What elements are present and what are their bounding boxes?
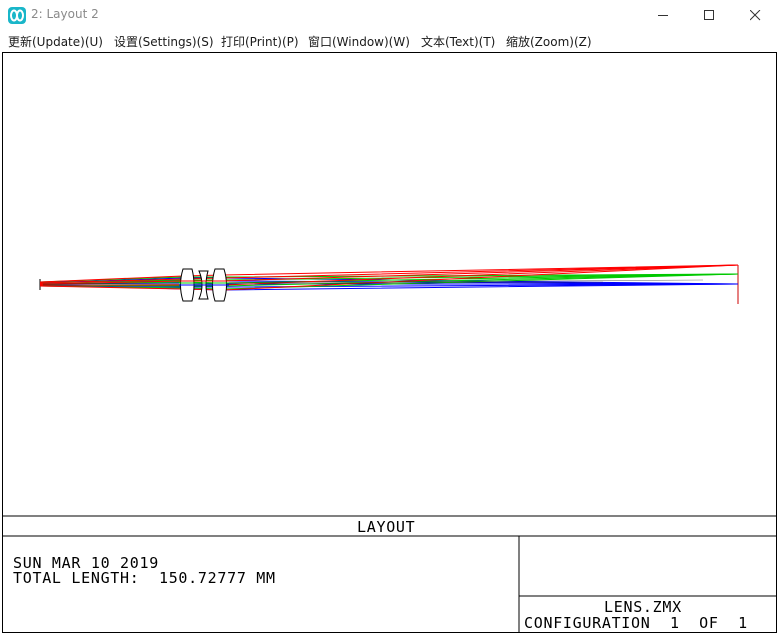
total-length-label: TOTAL LENGTH: (13, 569, 140, 587)
close-button[interactable] (733, 0, 779, 30)
file-name: LENS.ZMX (604, 598, 682, 616)
menu-zoom[interactable]: 缩放(Zoom)(Z) (506, 35, 592, 49)
total-length-value: 150.72777 (158, 569, 247, 587)
close-icon (750, 10, 761, 21)
menu-settings[interactable]: 设置(Settings)(S) (114, 35, 214, 49)
maximize-button[interactable] (687, 0, 733, 30)
total-length-row: TOTAL LENGTH: 150.72777 MM (13, 570, 276, 586)
menu-update[interactable]: 更新(Update)(U) (8, 35, 103, 49)
plot-date: SUN MAR 10 2019 (13, 554, 159, 572)
zemax-icon (8, 7, 26, 24)
menu-text[interactable]: 文本(Text)(T) (421, 35, 496, 49)
plot-window: LAYOUT SUN MAR 10 2019 TOTAL LENGTH: 150… (2, 52, 777, 633)
configuration-label: CONFIGURATION 1 OF 1 (524, 614, 748, 632)
menu-bar: 更新(Update)(U) 设置(Settings)(S) 打印(Print)(… (0, 30, 779, 51)
title-bar: 2: Layout 2 (0, 0, 779, 30)
menu-window[interactable]: 窗口(Window)(W) (308, 35, 410, 49)
total-length-unit: MM (256, 569, 276, 587)
minimize-icon (658, 15, 668, 16)
window-title: 2: Layout 2 (31, 7, 99, 21)
maximize-icon (704, 10, 714, 20)
menu-print[interactable]: 打印(Print)(P) (221, 35, 299, 49)
minimize-button[interactable] (641, 0, 687, 30)
layout-plot (3, 264, 776, 632)
plot-title: LAYOUT (357, 518, 416, 536)
